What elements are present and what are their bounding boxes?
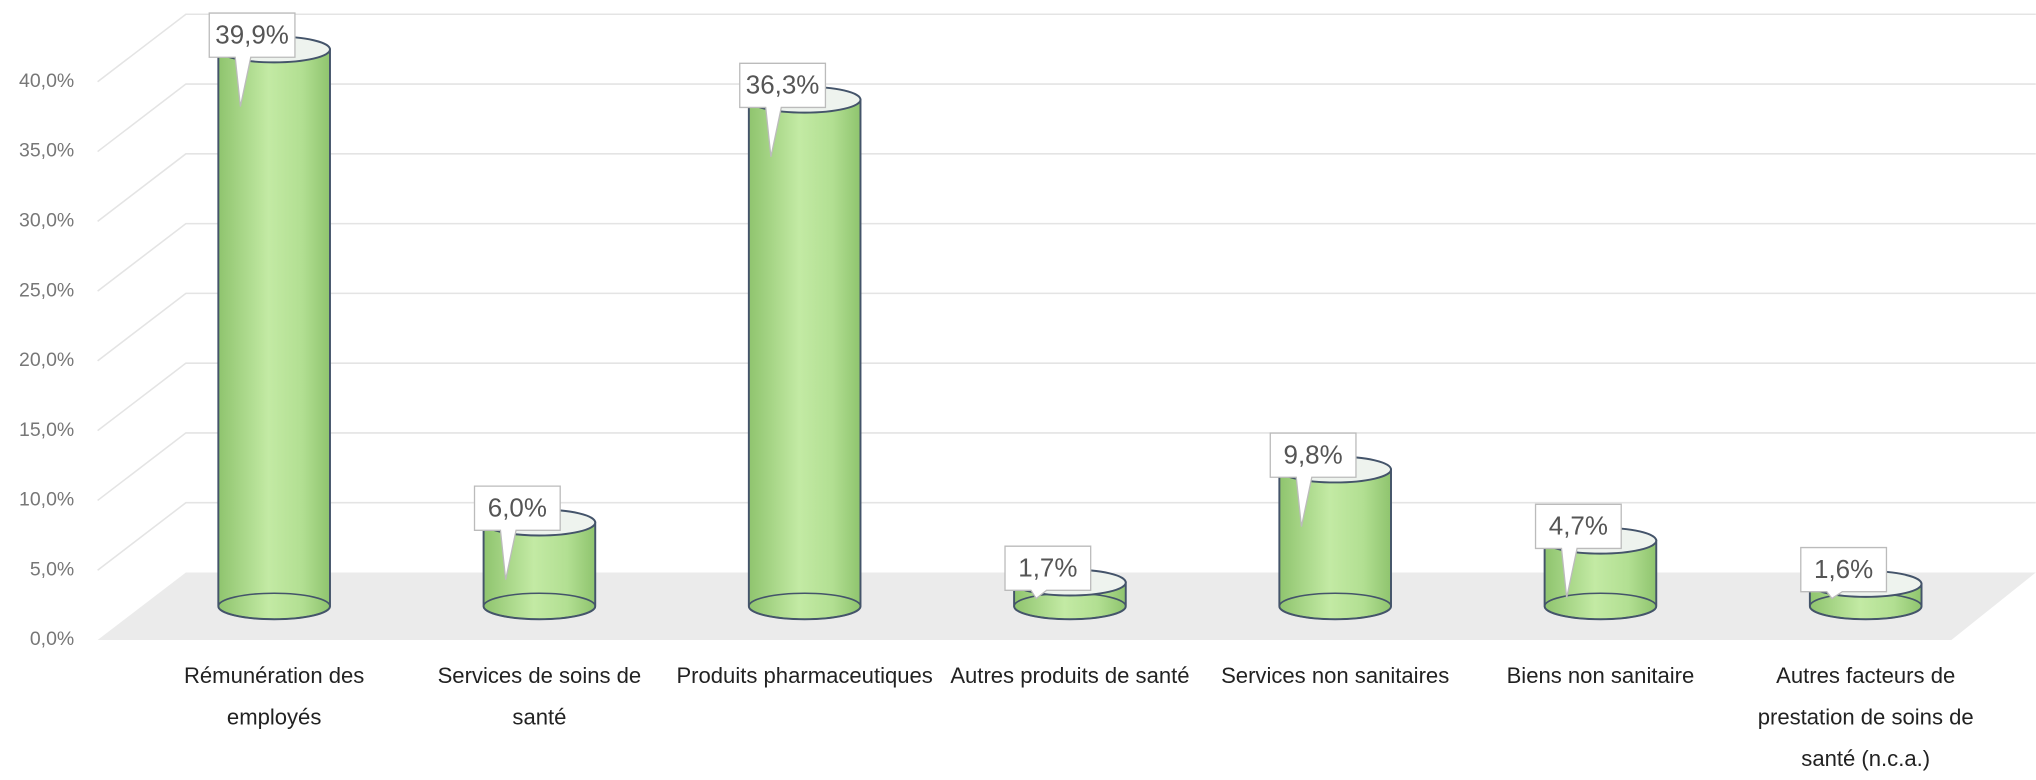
- y-tick-label: 5,0%: [30, 558, 74, 580]
- data-label: 39,9%: [215, 19, 289, 49]
- data-label: 36,3%: [746, 70, 820, 100]
- bar: [747, 85, 862, 621]
- data-label: 1,7%: [1018, 552, 1077, 582]
- bar-body: [217, 48, 331, 621]
- y-tick-label: 40,0%: [19, 70, 74, 92]
- x-tick-label: Services de soins de santé: [437, 663, 642, 730]
- bar-base: [748, 592, 862, 620]
- grid-line: [97, 222, 2036, 292]
- data-label: 6,0%: [488, 492, 547, 522]
- data-label: 9,8%: [1284, 439, 1343, 469]
- data-label-box: [1269, 432, 1357, 527]
- x-tick-label-box: Services de soins de santé: [437, 663, 642, 730]
- x-tick-label: Autres produits de santé: [950, 663, 1190, 689]
- grid-line: [97, 83, 2036, 153]
- grid-line: [97, 292, 2036, 362]
- data-label-box: [208, 12, 296, 107]
- x-tick-label: Biens non sanitaire: [1506, 663, 1695, 689]
- data-label-box: [1004, 545, 1092, 600]
- x-tick-label: Autres facteurs de prestation de soins d…: [1757, 663, 1974, 772]
- y-tick-label: 10,0%: [19, 489, 74, 511]
- bar-base: [1543, 592, 1658, 620]
- y-tick-label: 0,0%: [30, 628, 74, 650]
- bar-body: [747, 98, 862, 621]
- grid-line: [97, 153, 2036, 222]
- x-tick-label-box: Services non sanitaires: [1221, 663, 1450, 689]
- data-label: 1,6%: [1814, 554, 1873, 584]
- data-label-box: [1534, 503, 1622, 598]
- x-tick-label: Services non sanitaires: [1221, 663, 1450, 689]
- x-tick-label-box: Produits pharmaceutiques: [676, 663, 933, 689]
- y-tick-label: 35,0%: [19, 140, 74, 162]
- grid-line: [97, 362, 2036, 432]
- bar-body: [482, 521, 597, 621]
- bar-base: [1278, 592, 1392, 620]
- data-label: 4,7%: [1549, 511, 1608, 541]
- data-label-box: [1800, 546, 1888, 600]
- data-label-box: [739, 62, 827, 157]
- grid-line: [97, 501, 2036, 571]
- grid-line: [97, 432, 2036, 502]
- y-tick-label: 30,0%: [19, 209, 74, 231]
- x-tick-label: Rémunération des employés: [183, 663, 365, 730]
- y-tick-label: 15,0%: [19, 419, 74, 441]
- data-label-box: [473, 485, 561, 580]
- bar: [217, 35, 331, 621]
- y-tick-label: 20,0%: [19, 349, 74, 371]
- bar-base: [217, 592, 331, 620]
- x-tick-label-box: Autres facteurs de prestation de soins d…: [1757, 663, 1974, 772]
- x-tick-label: Produits pharmaceutiques: [676, 663, 933, 689]
- y-tick-label: 25,0%: [19, 279, 74, 301]
- x-tick-label-box: Autres produits de santé: [950, 663, 1190, 689]
- bar-base: [482, 592, 597, 620]
- x-tick-label-box: Biens non sanitaire: [1506, 663, 1695, 689]
- grid-line: [97, 13, 2036, 83]
- x-tick-label-box: Rémunération des employés: [183, 663, 365, 730]
